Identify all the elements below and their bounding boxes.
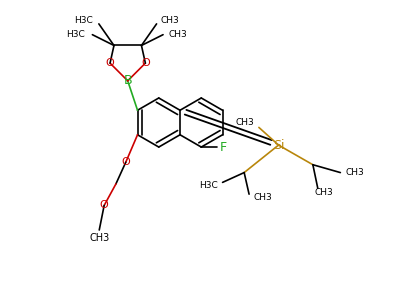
Text: H3C: H3C — [199, 181, 218, 190]
Text: B: B — [124, 74, 132, 87]
Text: CH3: CH3 — [315, 188, 334, 197]
Text: CH3: CH3 — [254, 193, 273, 202]
Text: Si: Si — [273, 139, 284, 152]
Text: CH3: CH3 — [169, 30, 188, 39]
Text: CH3: CH3 — [160, 16, 179, 26]
Text: F: F — [219, 141, 226, 154]
Text: O: O — [100, 200, 108, 211]
Text: CH3: CH3 — [89, 233, 109, 243]
Text: O: O — [141, 58, 150, 68]
Text: H3C: H3C — [74, 16, 93, 26]
Text: O: O — [121, 157, 130, 167]
Text: CH3: CH3 — [235, 118, 254, 127]
Text: CH3: CH3 — [345, 168, 364, 177]
Text: H3C: H3C — [66, 30, 84, 39]
Text: O: O — [106, 58, 114, 68]
